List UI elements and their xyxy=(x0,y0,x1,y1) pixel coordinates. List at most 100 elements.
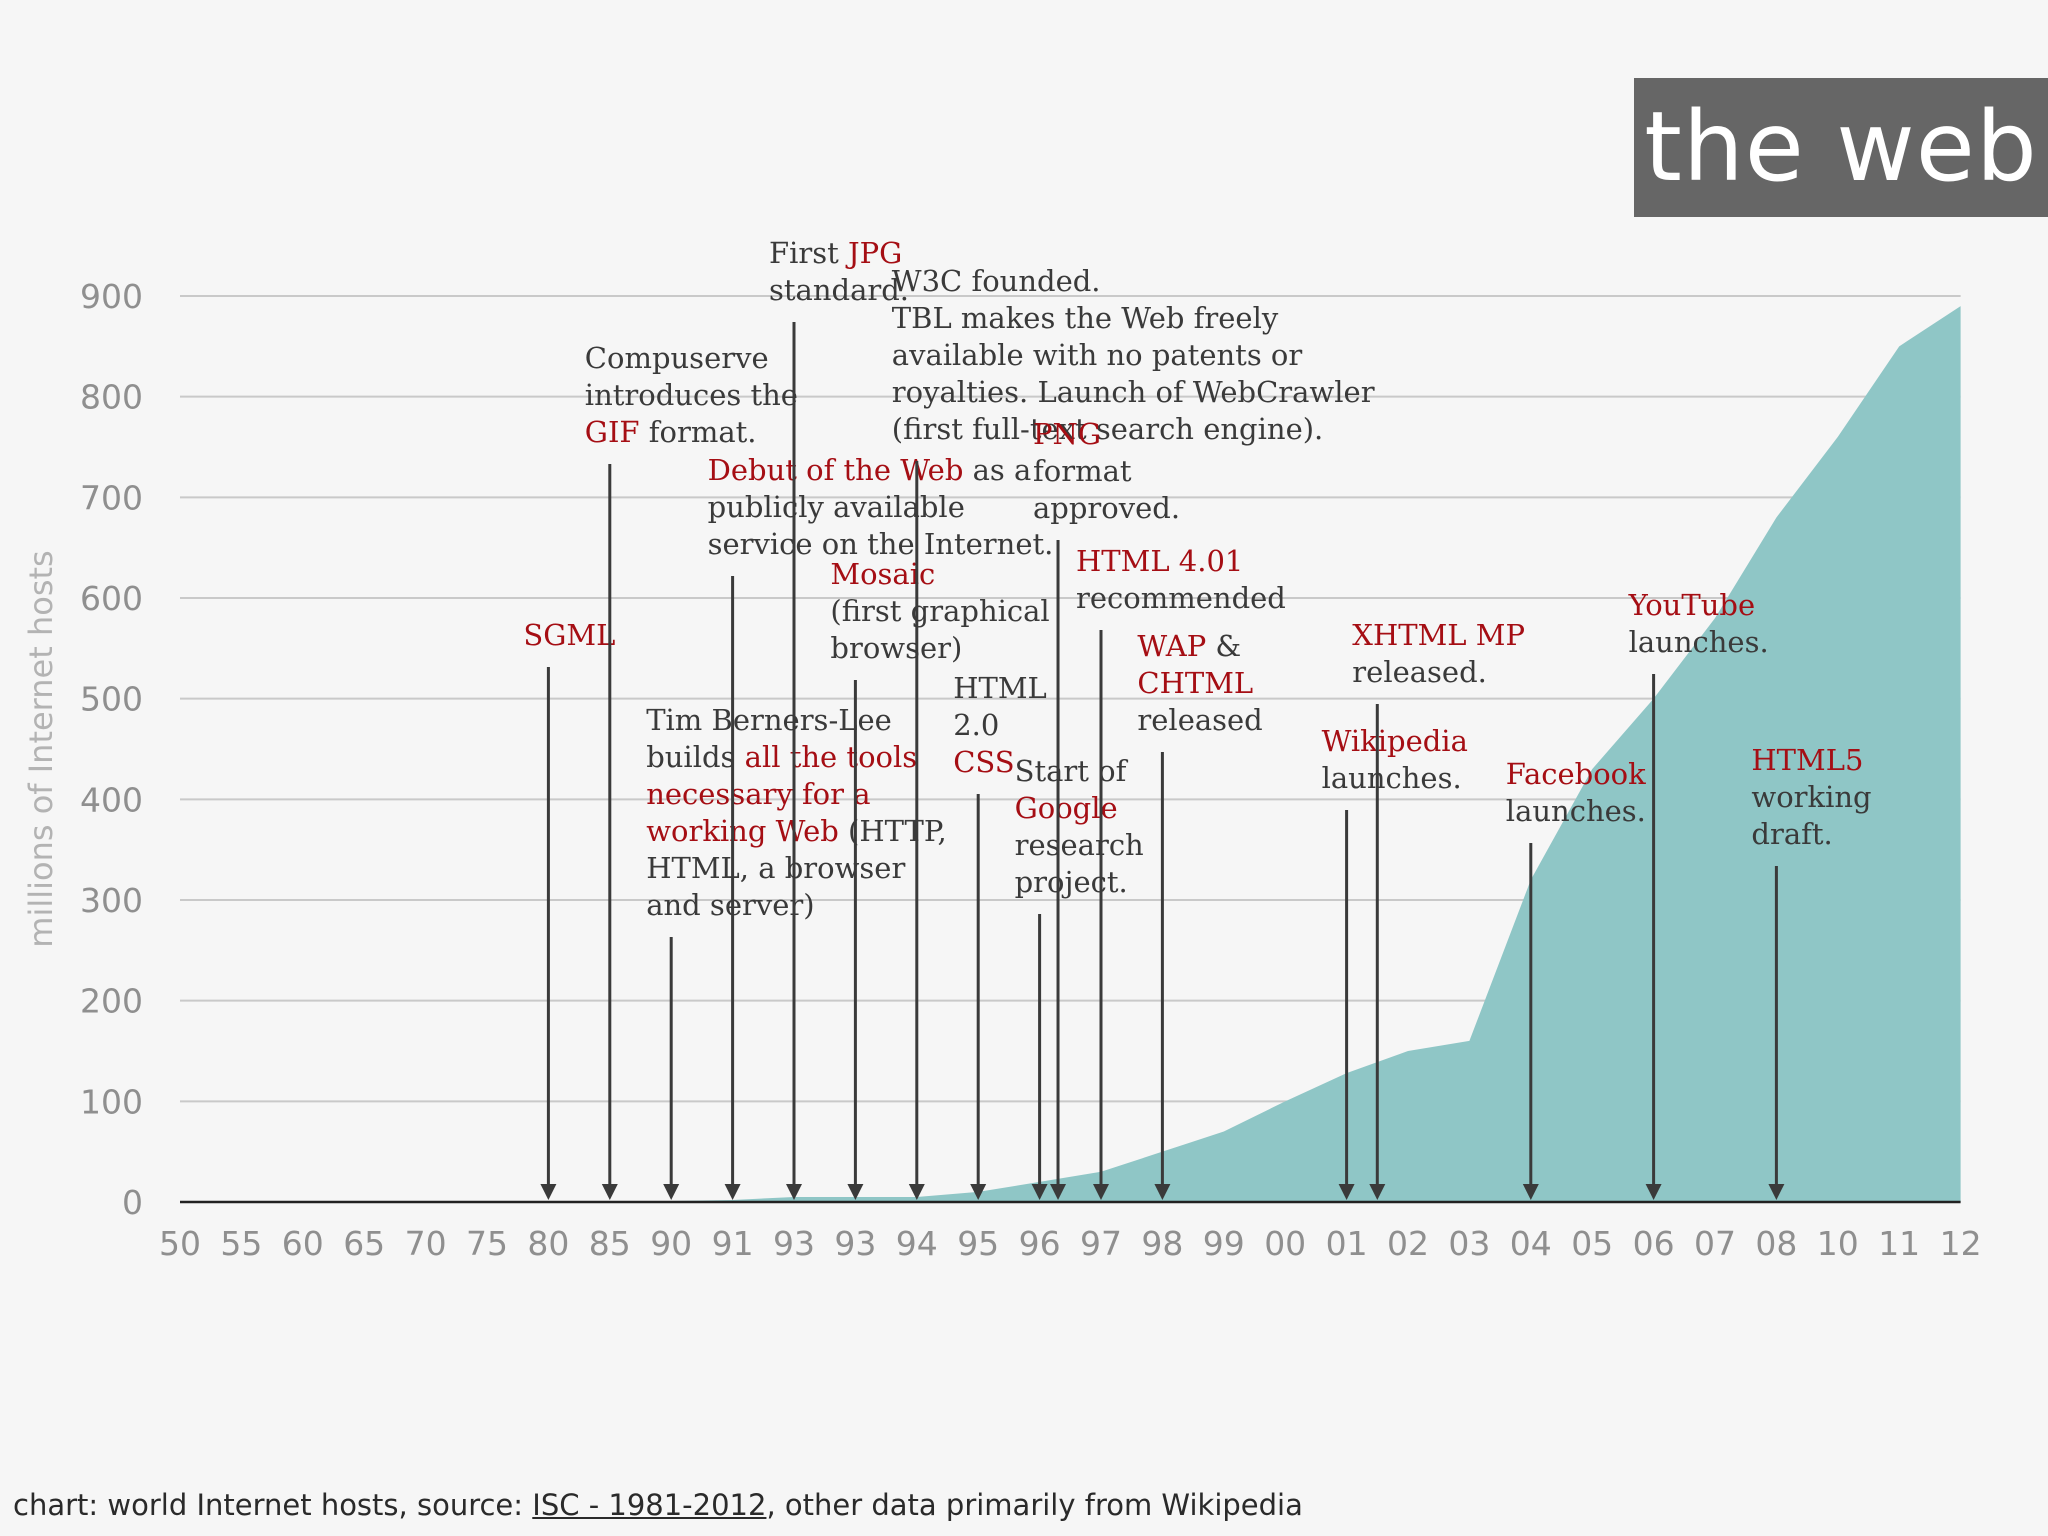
annotation-line: builds all the tools xyxy=(646,740,917,774)
x-tick-label: 97 xyxy=(1080,1224,1122,1263)
annotation-line: project. xyxy=(1015,865,1128,899)
annotation-line: Start of xyxy=(1015,754,1129,788)
area-series xyxy=(180,306,1961,1203)
plain-text: publicly available xyxy=(708,490,965,524)
x-tick-label: 70 xyxy=(405,1224,447,1263)
annotation-line: launches. xyxy=(1322,761,1462,795)
annotation: Start of Google research project. xyxy=(1015,754,1144,1200)
annotation-line: HTML, a browser xyxy=(646,851,905,885)
plain-text: builds xyxy=(646,740,744,774)
highlight-text: PNG xyxy=(1033,417,1101,451)
annotation-line: XHTML MP xyxy=(1352,618,1525,652)
plain-text: launches. xyxy=(1629,625,1769,659)
y-tick-label: 100 xyxy=(80,1082,143,1121)
annotation: Debut of the Web as a publicly available s… xyxy=(708,453,1053,1200)
plain-text: & xyxy=(1206,629,1241,663)
arrow-head xyxy=(1093,1184,1109,1200)
annotation-line: draft. xyxy=(1751,817,1832,851)
annotation-line: approved. xyxy=(1033,491,1180,525)
annotation: HTML5 working draft. xyxy=(1751,743,1872,1200)
highlight-text: all the tools xyxy=(745,740,918,774)
y-tick-label: 800 xyxy=(80,378,143,417)
annotation: Facebook launches. xyxy=(1506,757,1646,1200)
arrow-head xyxy=(663,1184,680,1200)
source-link[interactable]: ISC - 1981-2012 xyxy=(532,1488,767,1522)
x-tick-label: 05 xyxy=(1571,1224,1613,1263)
highlight-text: Mosaic xyxy=(830,557,935,591)
annotation: YouTube launches. xyxy=(1628,588,1769,1200)
annotation-line: working Web (HTTP, xyxy=(646,814,947,848)
arrow-head xyxy=(908,1184,925,1200)
plain-text: released. xyxy=(1352,655,1487,689)
plain-text: approved. xyxy=(1033,491,1180,525)
annotation-text: Wikipedia launches. xyxy=(1322,724,1468,795)
arrow-head xyxy=(970,1184,987,1200)
annotation-text: Tim Berners-Lee builds all the tools neces… xyxy=(646,703,947,922)
annotation-line: CSS xyxy=(953,745,1014,779)
plain-text: and server) xyxy=(646,888,814,922)
y-tick-label: 700 xyxy=(80,478,143,517)
annotation-line: SGML xyxy=(523,618,615,652)
footer-caption: chart: world Internet hosts, source: ISC… xyxy=(13,1488,1303,1522)
plain-text: standard. xyxy=(769,273,909,307)
highlight-text: JPG xyxy=(845,236,902,270)
plain-text: HTML, a browser xyxy=(646,851,905,885)
y-tick-label: 0 xyxy=(122,1183,143,1222)
annotation-line: Facebook xyxy=(1506,757,1646,791)
highlight-text: SGML xyxy=(523,618,615,652)
arrow-head xyxy=(786,1184,802,1200)
plain-text: royalties. Launch of WebCrawler xyxy=(892,375,1375,409)
annotation: SGML xyxy=(523,618,615,1200)
annotation-line: working xyxy=(1751,780,1871,814)
annotation-text: HTML 2.0 CSS xyxy=(953,671,1047,779)
arrow-head xyxy=(847,1184,864,1200)
x-tick-label: 02 xyxy=(1387,1224,1429,1263)
annotation-text: Compuserve introduces the GIF format. xyxy=(585,341,798,449)
plain-text: format. xyxy=(640,415,757,449)
annotation-line: necessary for a xyxy=(646,777,870,811)
annotation-line: available with no patents or xyxy=(892,338,1303,372)
y-tick-label: 900 xyxy=(80,277,143,316)
annotation-line: HTML5 xyxy=(1751,743,1863,777)
x-tick-label: 03 xyxy=(1448,1224,1490,1263)
annotation-line: and server) xyxy=(646,888,814,922)
annotation: Wikipedia launches. xyxy=(1322,724,1468,1200)
arrow-head xyxy=(724,1184,741,1200)
y-tick-label: 500 xyxy=(80,680,143,719)
annotation-line: W3C founded. xyxy=(892,264,1101,298)
plain-text: launches. xyxy=(1506,794,1646,828)
annotations: SGML Compuserve introduces the GIF format. T… xyxy=(523,236,1872,1200)
highlight-text: CHTML xyxy=(1137,666,1253,700)
plain-text: HTML xyxy=(953,671,1047,705)
highlight-text: working Web xyxy=(646,814,839,848)
annotation-text: Facebook launches. xyxy=(1506,757,1646,828)
x-tick-label: 93 xyxy=(773,1224,815,1263)
y-tick-label: 400 xyxy=(80,780,143,819)
x-tick-label: 99 xyxy=(1203,1224,1245,1263)
plain-text: recommended xyxy=(1076,581,1286,615)
annotation-line: research xyxy=(1015,828,1144,862)
arrow-head xyxy=(1031,1184,1048,1200)
plain-text: browser) xyxy=(830,631,962,665)
annotation-line: TBL makes the Web freely xyxy=(892,301,1279,335)
annotation-text: XHTML MP released. xyxy=(1352,618,1525,689)
x-tick-label: 85 xyxy=(589,1224,631,1263)
hosts-area xyxy=(180,306,1961,1203)
x-tick-label: 98 xyxy=(1141,1224,1183,1263)
annotation-line: Wikipedia xyxy=(1322,724,1468,758)
arrow-head xyxy=(1522,1184,1539,1200)
x-tick-label: 07 xyxy=(1694,1224,1736,1263)
annotation-line: (first graphical xyxy=(830,594,1049,628)
annotation-text: WAP & CHTML released xyxy=(1137,629,1262,737)
arrow-head xyxy=(540,1184,557,1200)
x-tick-label: 96 xyxy=(1019,1224,1061,1263)
arrow-head xyxy=(1369,1184,1386,1200)
annotation-line: introduces the xyxy=(585,378,798,412)
x-tick-label: 60 xyxy=(282,1224,324,1263)
slide-title: the web xyxy=(1634,78,2048,217)
annotation: PNG format approved. xyxy=(1033,417,1180,1200)
plain-text: project. xyxy=(1015,865,1128,899)
x-tick-label: 91 xyxy=(712,1224,754,1263)
